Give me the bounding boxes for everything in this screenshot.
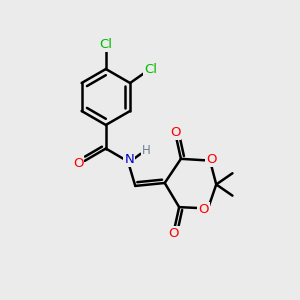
Text: O: O bbox=[198, 203, 208, 216]
Text: O: O bbox=[206, 153, 217, 166]
Text: H: H bbox=[142, 144, 150, 158]
Text: N: N bbox=[124, 153, 134, 166]
Text: O: O bbox=[73, 157, 83, 170]
Text: Cl: Cl bbox=[144, 63, 157, 76]
Text: Cl: Cl bbox=[99, 38, 112, 51]
Text: O: O bbox=[170, 126, 180, 139]
Text: O: O bbox=[168, 227, 179, 240]
